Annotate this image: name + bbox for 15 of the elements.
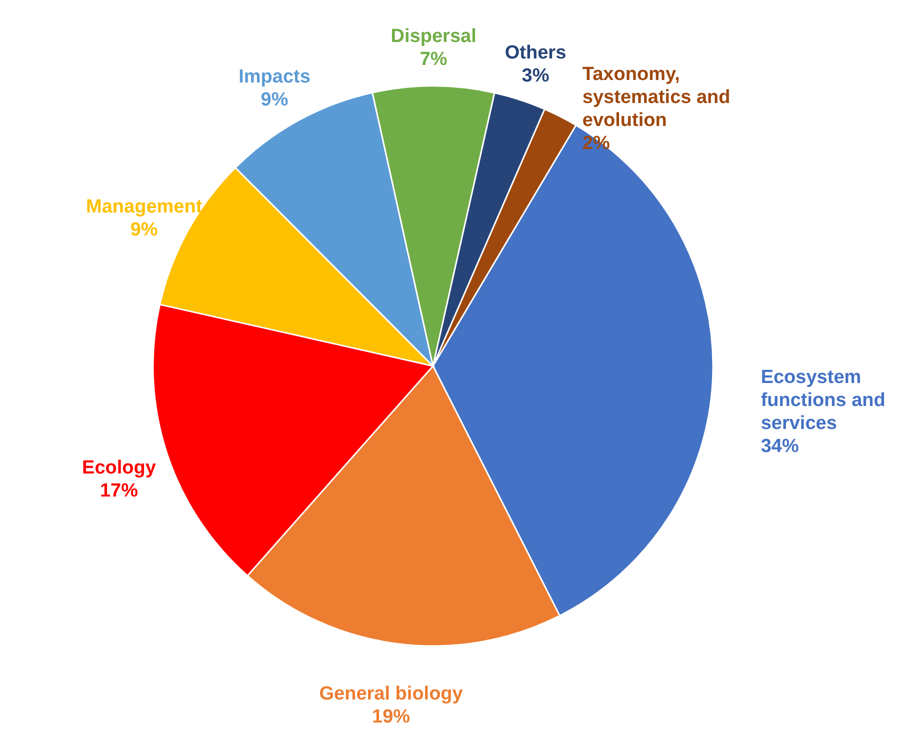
data-label: 9% bbox=[130, 220, 158, 241]
data-label: 17% bbox=[100, 480, 138, 502]
slice-label: Ecology bbox=[82, 457, 156, 478]
data-label: 19% bbox=[372, 706, 410, 728]
slice-label: Taxonomy, systematics and evolution bbox=[582, 64, 730, 132]
slice-label: Ecosystem functions and services bbox=[760, 366, 886, 434]
data-label: 3% bbox=[522, 65, 550, 86]
slice-label: Management bbox=[86, 196, 203, 218]
data-label: 7% bbox=[420, 49, 448, 70]
slice-label: General biology bbox=[319, 683, 464, 704]
data-label: 34% bbox=[760, 436, 799, 457]
slice-label: Dispersal bbox=[390, 26, 476, 47]
slice-label: Others bbox=[504, 42, 566, 64]
data-label: 9% bbox=[260, 90, 288, 111]
slice-label: Impacts bbox=[238, 66, 310, 88]
